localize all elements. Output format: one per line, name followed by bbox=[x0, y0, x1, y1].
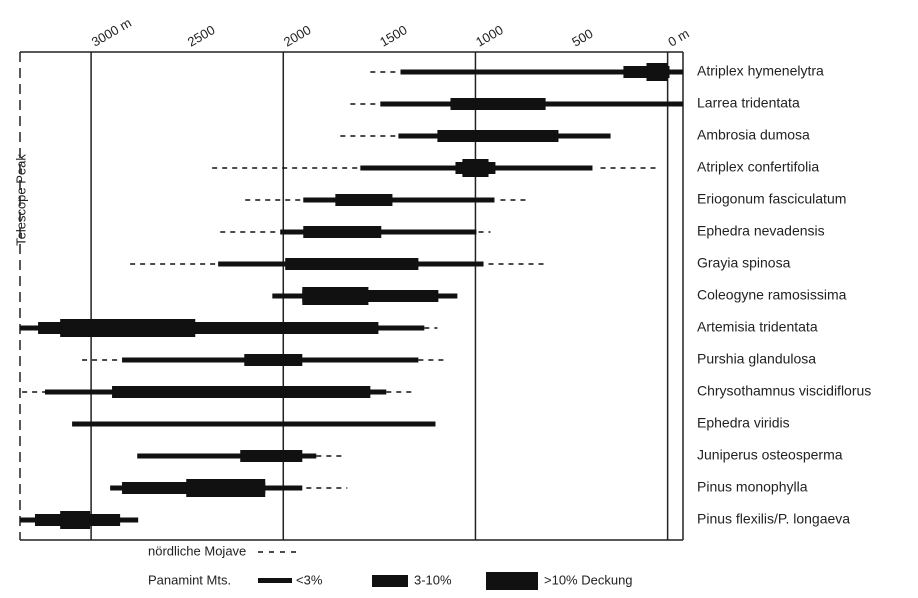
high-cover-bar bbox=[60, 319, 196, 337]
x-tick-label: 1000 bbox=[473, 22, 506, 49]
legend-swatch bbox=[372, 575, 408, 587]
legend-swatch bbox=[258, 578, 292, 583]
legend-label: >10% Deckung bbox=[544, 572, 633, 587]
mid-cover-bar bbox=[244, 354, 303, 366]
species-label: Purshia glandulosa bbox=[697, 351, 816, 367]
legend-swatch bbox=[486, 572, 538, 590]
mid-cover-bar bbox=[335, 194, 393, 206]
species-label: Ambrosia dumosa bbox=[697, 127, 810, 143]
mid-cover-bar bbox=[285, 258, 419, 270]
low-cover-bar bbox=[137, 453, 317, 459]
mid-cover-bar bbox=[450, 98, 546, 110]
species-label: Eriogonum fasciculatum bbox=[697, 191, 846, 207]
x-tick-label: 500 bbox=[569, 26, 595, 50]
low-cover-bar bbox=[400, 69, 683, 75]
legend-label: 3-10% bbox=[414, 572, 452, 587]
species-label: Juniperus osteosperma bbox=[697, 447, 843, 463]
low-cover-bar bbox=[303, 197, 495, 203]
mid-cover-bar bbox=[437, 130, 559, 142]
x-tick-label: 0 m bbox=[665, 26, 691, 50]
x-tick-label: 2000 bbox=[281, 22, 314, 49]
mid-cover-bar bbox=[240, 450, 303, 462]
y-label: Telescope Peak bbox=[13, 154, 28, 246]
high-cover-bar bbox=[646, 63, 668, 81]
species-label: Ephedra nevadensis bbox=[697, 223, 825, 239]
high-cover-bar bbox=[462, 159, 489, 177]
species-label: Ephedra viridis bbox=[697, 415, 790, 431]
species-label: Pinus monophylla bbox=[697, 479, 808, 495]
species-label: Atriplex hymenelytra bbox=[697, 63, 824, 79]
species-label: Artemisia tridentata bbox=[697, 319, 818, 335]
mid-cover-bar bbox=[112, 386, 371, 398]
legend-label: nördliche Mojave bbox=[148, 543, 246, 558]
species-label: Pinus flexilis/P. longaeva bbox=[697, 511, 850, 527]
low-cover-bar bbox=[72, 421, 436, 427]
species-label: Atriplex confertifolia bbox=[697, 159, 819, 175]
species-label: Grayia spinosa bbox=[697, 255, 791, 271]
high-cover-bar bbox=[60, 511, 91, 529]
high-cover-bar bbox=[302, 287, 369, 305]
x-tick-label: 3000 m bbox=[89, 15, 134, 50]
species-label: Coleogyne ramosissima bbox=[697, 287, 847, 303]
mid-cover-bar bbox=[303, 226, 382, 238]
species-label: Larrea tridentata bbox=[697, 95, 800, 111]
species-label: Chrysothamnus viscidiflorus bbox=[697, 383, 871, 399]
x-tick-label: 1500 bbox=[377, 22, 410, 49]
high-cover-bar bbox=[186, 479, 266, 497]
legend-label: <3% bbox=[296, 572, 323, 587]
x-tick-label: 2500 bbox=[185, 22, 218, 49]
legend-label: Panamint Mts. bbox=[148, 572, 231, 587]
